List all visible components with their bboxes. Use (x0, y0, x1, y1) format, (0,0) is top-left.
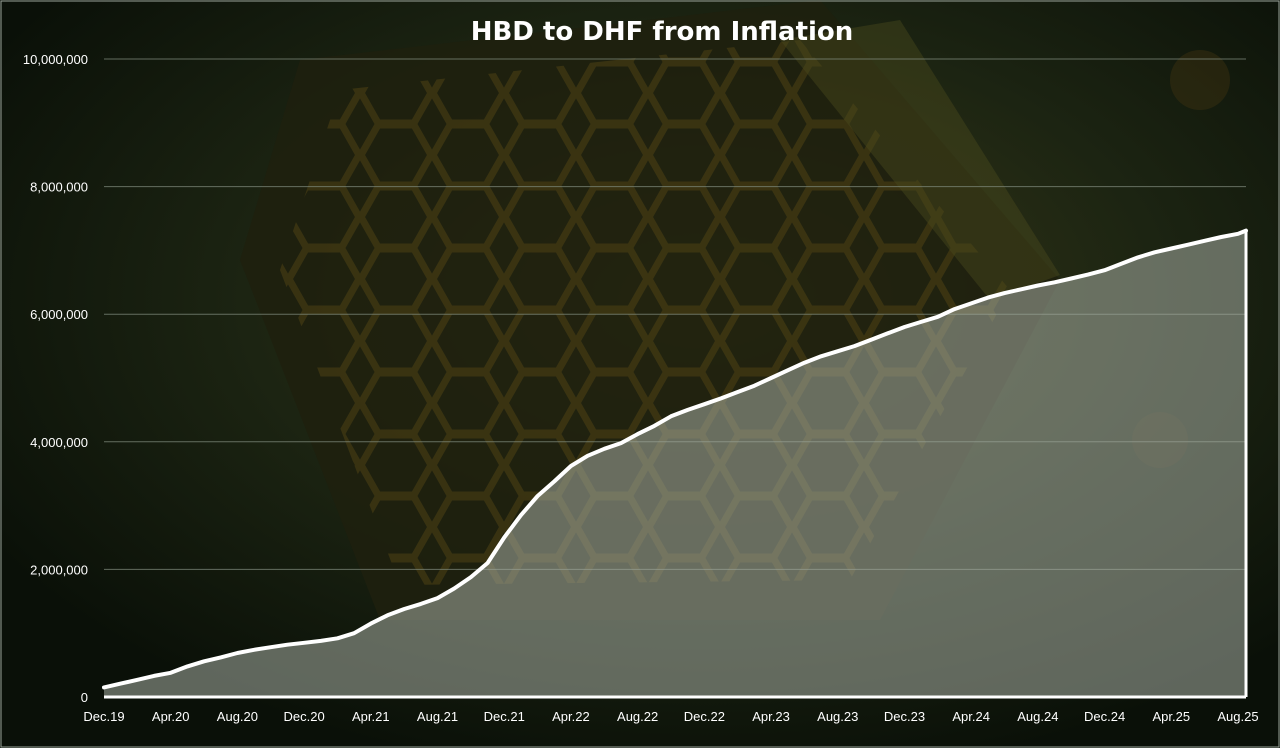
x-tick-label: Dec.22 (684, 709, 725, 724)
y-tick-label: 6,000,000 (30, 307, 88, 322)
series-line (102, 228, 1248, 690)
x-tick-label: Dec.19 (83, 709, 124, 724)
x-tick-label: Apr.24 (952, 709, 990, 724)
area-series (102, 228, 1248, 697)
x-tick-label: Aug.20 (217, 709, 258, 724)
area-fill (104, 230, 1246, 697)
chart-title: HBD to DHF from Inflation (471, 17, 854, 47)
x-axis: Dec.19 Apr.20 Aug.20 Dec.20 Apr.21 Aug.21 Dec.… (83, 695, 1259, 724)
x-tick-label: Aug.22 (617, 709, 658, 724)
x-tick-label: Aug.25 (1217, 709, 1258, 724)
x-tick-label: Apr.25 (1152, 709, 1190, 724)
x-tick-label: Apr.21 (352, 709, 390, 724)
y-tick-label: 4,000,000 (30, 435, 88, 450)
y-tick-label: 10,000,000 (23, 52, 88, 67)
x-tick-label: Dec.20 (284, 709, 325, 724)
x-tick-label: Dec.24 (1084, 709, 1125, 724)
x-tick-label: Apr.23 (752, 709, 790, 724)
x-tick-label: Aug.24 (1017, 709, 1058, 724)
x-tick-label: Dec.23 (884, 709, 925, 724)
x-tick-label: Dec.21 (484, 709, 525, 724)
y-tick-label: 8,000,000 (30, 180, 88, 195)
y-tick-label: 0 (81, 690, 88, 705)
y-tick-label: 2,000,000 (30, 562, 88, 577)
x-tick-label: Apr.22 (552, 709, 590, 724)
y-axis: 0 2,000,000 4,000,000 6,000,000 8,000,000 10,… (23, 52, 88, 705)
x-tick-label: Apr.20 (152, 709, 190, 724)
x-tick-label: Aug.21 (417, 709, 458, 724)
x-tick-label: Aug.23 (817, 709, 858, 724)
